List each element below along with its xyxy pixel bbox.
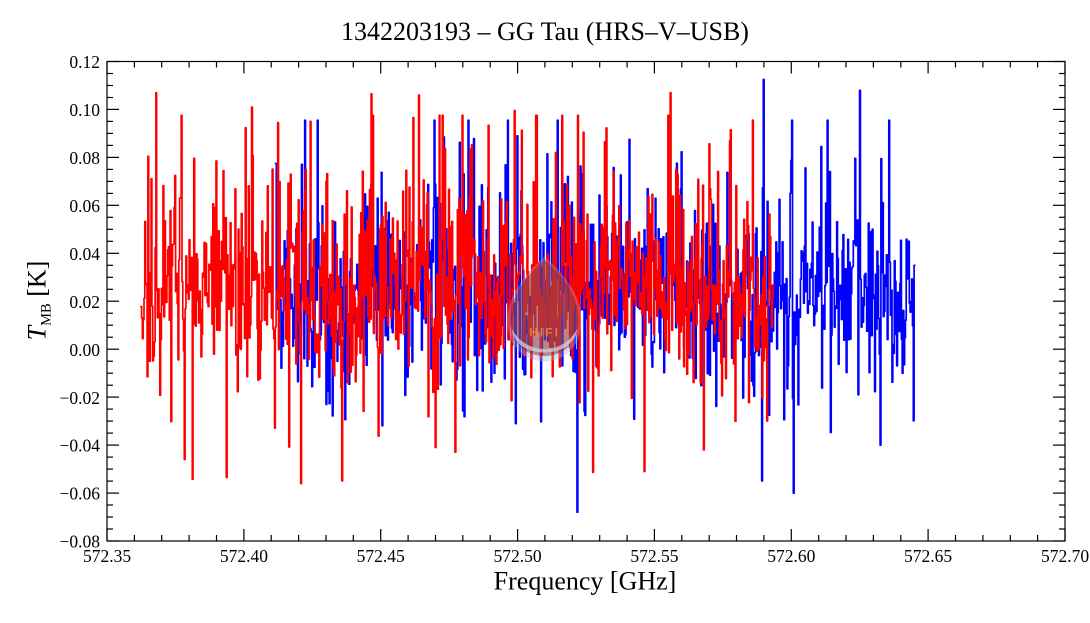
svg-text:−0.04: −0.04 (60, 436, 101, 456)
svg-text:572.35: 572.35 (83, 546, 131, 566)
svg-text:TMB [K]: TMB [K] (23, 261, 55, 341)
svg-text:572.65: 572.65 (904, 546, 952, 566)
svg-text:572.45: 572.45 (357, 546, 405, 566)
svg-text:572.55: 572.55 (630, 546, 678, 566)
svg-text:0.12: 0.12 (69, 52, 100, 72)
svg-text:0.00: 0.00 (69, 340, 100, 360)
svg-text:−0.02: −0.02 (60, 388, 101, 408)
svg-text:0.08: 0.08 (69, 148, 100, 168)
svg-text:−0.08: −0.08 (60, 532, 101, 552)
svg-text:HIFI: HIFI (529, 326, 560, 340)
svg-text:0.06: 0.06 (69, 196, 100, 216)
svg-text:572.50: 572.50 (494, 546, 542, 566)
svg-text:0.10: 0.10 (69, 100, 100, 120)
svg-text:0.04: 0.04 (69, 244, 100, 264)
svg-text:−0.06: −0.06 (60, 484, 101, 504)
svg-text:572.60: 572.60 (767, 546, 815, 566)
svg-text:Frequency [GHz]: Frequency [GHz] (494, 567, 677, 596)
svg-text:1342203193 – GG Tau (HRS–V–USB: 1342203193 – GG Tau (HRS–V–USB) (341, 17, 749, 46)
svg-text:572.40: 572.40 (220, 546, 268, 566)
svg-text:572.70: 572.70 (1041, 546, 1089, 566)
svg-text:0.02: 0.02 (69, 292, 100, 312)
